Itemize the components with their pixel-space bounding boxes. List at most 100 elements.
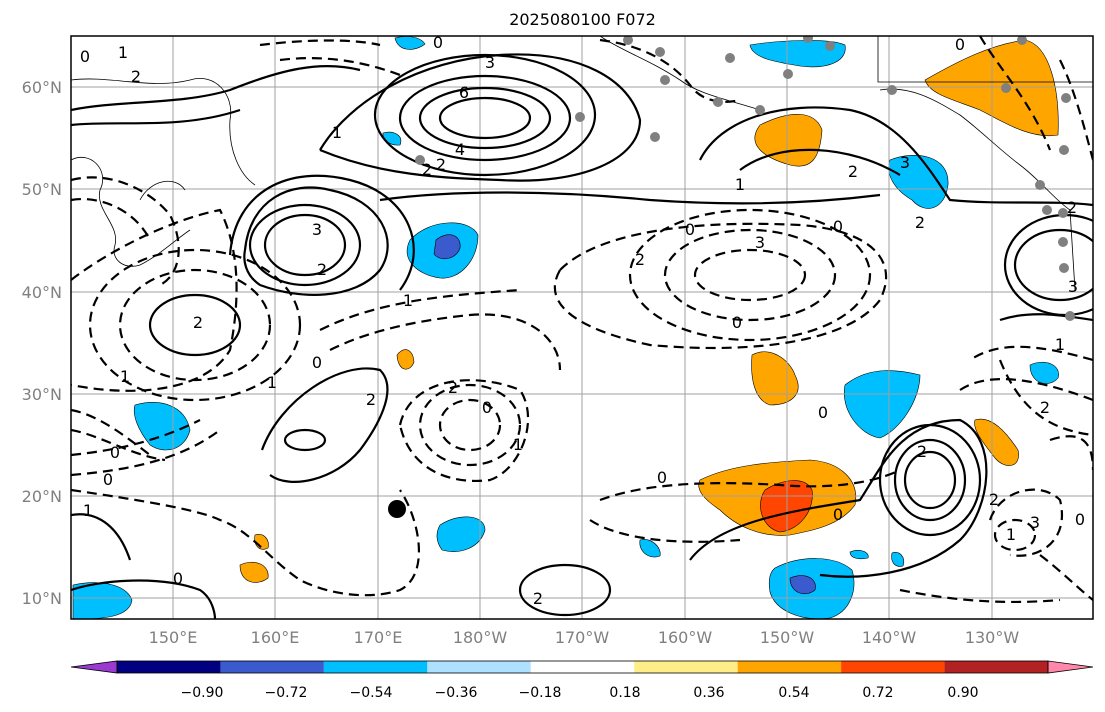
- contour-label: 3: [1030, 513, 1040, 532]
- anomaly-blob: [760, 480, 813, 533]
- colorbar-segment: [841, 661, 945, 673]
- colorbar-tick-label: 0.90: [947, 685, 978, 701]
- contour-label: 0: [80, 47, 90, 66]
- contour-label: 3: [1068, 277, 1078, 296]
- contour-label: 0: [103, 470, 113, 489]
- anomaly-blob: [1029, 361, 1059, 384]
- contour-label: 2: [131, 67, 141, 86]
- colorbar-tick-label: 0.18: [609, 685, 640, 701]
- contour-label: 2: [448, 378, 458, 397]
- colorbar-tick-label: 0.72: [862, 685, 893, 701]
- colorbar-tick-label: −0.36: [435, 685, 478, 701]
- anomaly-blob: [849, 550, 869, 560]
- contour-label: 1: [735, 175, 745, 194]
- anomaly-blob: [891, 552, 905, 567]
- lon-label: 170°E: [354, 628, 403, 647]
- contour-label: 3: [900, 153, 910, 172]
- contour-label: 0: [312, 353, 322, 372]
- colorbar-extend-high: [1047, 660, 1094, 674]
- contour-label: 1: [332, 123, 342, 142]
- contour-label: 0: [657, 468, 667, 487]
- colorbar-tick-label: −0.54: [350, 685, 393, 701]
- colorbar-tick-label: 0.36: [693, 685, 724, 701]
- colorbar-tick-label: 0.54: [778, 685, 809, 701]
- colorbar-segment: [323, 661, 428, 673]
- map-frame: [70, 35, 1094, 620]
- anomaly-blob: [974, 418, 1019, 466]
- contour-label: 1: [120, 367, 130, 386]
- contour-label: 1: [118, 43, 128, 62]
- contour-label: 2: [915, 213, 925, 232]
- anomaly-blob: [843, 370, 921, 439]
- colorbar-extend-low: [70, 660, 118, 674]
- colorbar-tick-label: −0.18: [519, 685, 562, 701]
- marker-black-dot: [388, 500, 406, 518]
- contour-label: 1: [513, 435, 523, 454]
- contour-label: 0: [110, 443, 120, 462]
- contour-label: 0: [732, 313, 742, 332]
- contours: [71, 36, 1093, 619]
- contour-label: 2: [193, 313, 203, 332]
- colorbar-segment: [737, 661, 842, 673]
- lat-label: 60°N: [22, 78, 62, 97]
- colorbar: [70, 660, 1094, 674]
- anomaly-blob: [239, 561, 269, 583]
- lon-label: 160°W: [658, 628, 713, 647]
- lon-label: 150°E: [149, 628, 198, 647]
- contour-label: 2: [1040, 398, 1050, 417]
- colorbar-segment: [427, 661, 531, 673]
- lat-label: 40°N: [22, 283, 62, 302]
- gridlines: [71, 36, 1093, 619]
- contour-label: 1: [267, 373, 277, 392]
- anomaly-blob: [433, 234, 461, 260]
- plot-title: 2025080100 F072: [509, 10, 656, 29]
- contour-label: 2: [917, 442, 927, 461]
- anomaly-blob: [789, 575, 816, 594]
- anomaly-blob: [888, 155, 949, 209]
- contour-label: 2: [848, 162, 858, 181]
- contour-label: 2: [317, 260, 327, 279]
- lon-label: 180°W: [453, 628, 508, 647]
- anomaly-blob: [396, 349, 415, 370]
- contour-label: 3: [485, 53, 495, 72]
- contour-label: 4: [455, 140, 465, 159]
- lon-label: 140°W: [862, 628, 917, 647]
- anomaly-blob: [754, 114, 823, 167]
- colorbar-segment: [944, 661, 1048, 673]
- colorbar-segment: [220, 661, 324, 673]
- lat-label: 20°N: [22, 487, 62, 506]
- lat-label: 50°N: [22, 180, 62, 199]
- contour-label: 0: [833, 217, 843, 236]
- contour-label: 0: [818, 403, 828, 422]
- contour-label: 1: [1006, 525, 1016, 544]
- contour-label: 0: [685, 220, 695, 239]
- anomaly-blob: [751, 351, 799, 406]
- contour-label: 1: [1055, 335, 1065, 354]
- contour-label: 3: [312, 220, 322, 239]
- contour-label: 1: [403, 291, 413, 310]
- shaded-anomalies: [72, 36, 1059, 619]
- contour-label: 3: [755, 233, 765, 252]
- lon-label: 170°W: [555, 628, 610, 647]
- station-markers: [415, 36, 1075, 321]
- contour-label: 2: [533, 589, 543, 608]
- anomaly-blob: [436, 516, 486, 552]
- contour-label: 6: [459, 83, 469, 102]
- colorbar-segment: [530, 661, 635, 673]
- colorbar-frame: [116, 660, 1049, 674]
- lon-label: 150°W: [760, 628, 815, 647]
- contour-label: 2: [366, 390, 376, 409]
- contour-label: 2: [436, 155, 446, 174]
- anomaly-blob: [749, 40, 846, 68]
- lon-label: 130°W: [965, 628, 1020, 647]
- contour-label: 0: [433, 33, 443, 52]
- colorbar-tick-label: −0.90: [181, 685, 224, 701]
- contour-label: 0: [1075, 510, 1085, 529]
- longitude-labels: 150°E 160°E 170°E 180°W 170°W 160°W 150°…: [149, 628, 1020, 647]
- colorbar-segment: [117, 661, 221, 673]
- colorbar-segment: [634, 661, 738, 673]
- lon-label: 160°E: [251, 628, 300, 647]
- contour-label: 2: [1067, 198, 1077, 217]
